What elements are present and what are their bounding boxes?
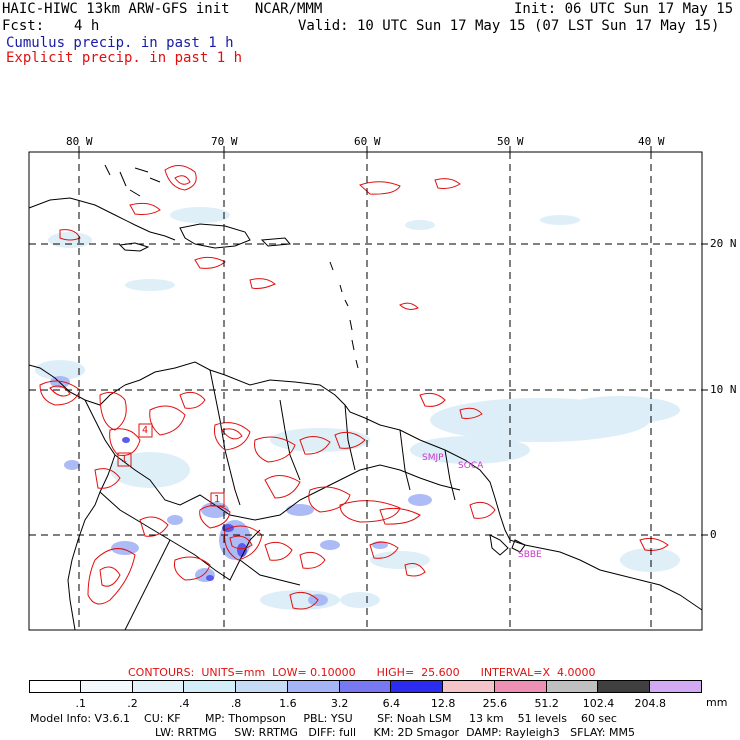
colorbar-tick-label: 1.6 <box>279 697 297 710</box>
model-title: HAIC-HIWC 13km ARW-GFS init NCAR/MMM <box>2 1 323 17</box>
colorbar-swatch <box>184 680 237 693</box>
colorbar-tick-label: .4 <box>179 697 190 710</box>
lon-label-70w: 70 W <box>211 135 238 148</box>
lon-label-40w: 40 W <box>638 135 665 148</box>
model-info-line1: Model Info: V3.6.1 CU: KF MP: Thompson P… <box>30 712 617 725</box>
colorbar-swatch <box>391 680 444 693</box>
explicit-legend: Explicit precip. in past 1 h <box>6 50 243 66</box>
cumulus-legend: Cumulus precip. in past 1 h <box>6 35 234 51</box>
lat-label-10n: 10 N <box>710 383 737 396</box>
colorbar-tick-label: .8 <box>230 697 242 710</box>
lat-label-0: 0 <box>710 528 717 541</box>
colorbar-swatch <box>236 680 288 693</box>
box-label: 1 <box>121 454 128 465</box>
station-label: SBBE <box>518 550 542 560</box>
colorbar-swatch <box>339 680 392 693</box>
lat-label-20n: 20 N <box>710 237 737 250</box>
colorbar-swatch <box>287 680 340 693</box>
colorbar-tick-label: 12.8 <box>430 697 456 710</box>
lon-label-80w: 80 W <box>66 135 93 148</box>
station-label: SMJP <box>422 453 444 463</box>
init-time: Init: 06 UTC Sun 17 May 15 <box>514 1 734 17</box>
box-label: 4 <box>142 425 149 436</box>
map-background <box>29 152 702 630</box>
colorbar-swatch <box>132 680 185 693</box>
valid-time: Valid: 10 UTC Sun 17 May 15 (07 LST Sun … <box>298 18 720 34</box>
lon-label-50w: 50 W <box>497 135 524 148</box>
colorbar-swatch <box>80 680 133 693</box>
model-info-line2: LW: RRTMG SW: RRTMG DIFF: full KM: 2D Sm… <box>155 726 635 739</box>
colorbar-tick-label: 204.8 <box>634 697 666 710</box>
map-frame <box>28 151 703 631</box>
heavy-precip-shading <box>122 437 247 581</box>
colorbar-swatch <box>29 680 81 693</box>
explicit-precip-contours <box>39 165 669 610</box>
axis-ticks <box>78 146 708 536</box>
colorbar-tick-label: 3.2 <box>330 697 349 710</box>
colorbar-tick-label: 51.2 <box>534 697 559 710</box>
colorbar-swatch <box>443 680 495 693</box>
box-label: 1 <box>214 494 221 505</box>
colorbar-swatch <box>650 680 702 693</box>
colorbar-tick-label: .1 <box>75 697 87 710</box>
contours-info: CONTOURS: UNITS=mm LOW= 0.10000 HIGH= 25… <box>128 666 596 679</box>
colorbar-units: mm <box>706 696 728 709</box>
graticule <box>29 152 702 630</box>
colorbar-swatch <box>546 680 599 693</box>
colorbar-swatch <box>494 680 547 693</box>
colorbar-tick-label: 102.4 <box>582 697 615 710</box>
colorbar-tick-label: 25.6 <box>482 697 508 710</box>
domain-boxes <box>117 423 225 507</box>
colorbar-tick-label: 6.4 <box>382 697 401 710</box>
lon-label-60w: 60 W <box>354 135 381 148</box>
station-label: SOCA <box>458 461 484 471</box>
colorbar-tick-label: .2 <box>127 697 138 710</box>
colorbar-swatch <box>598 680 651 693</box>
forecast-label: Fcst: <box>2 18 45 34</box>
forecast-hour: 4 h <box>74 18 100 34</box>
